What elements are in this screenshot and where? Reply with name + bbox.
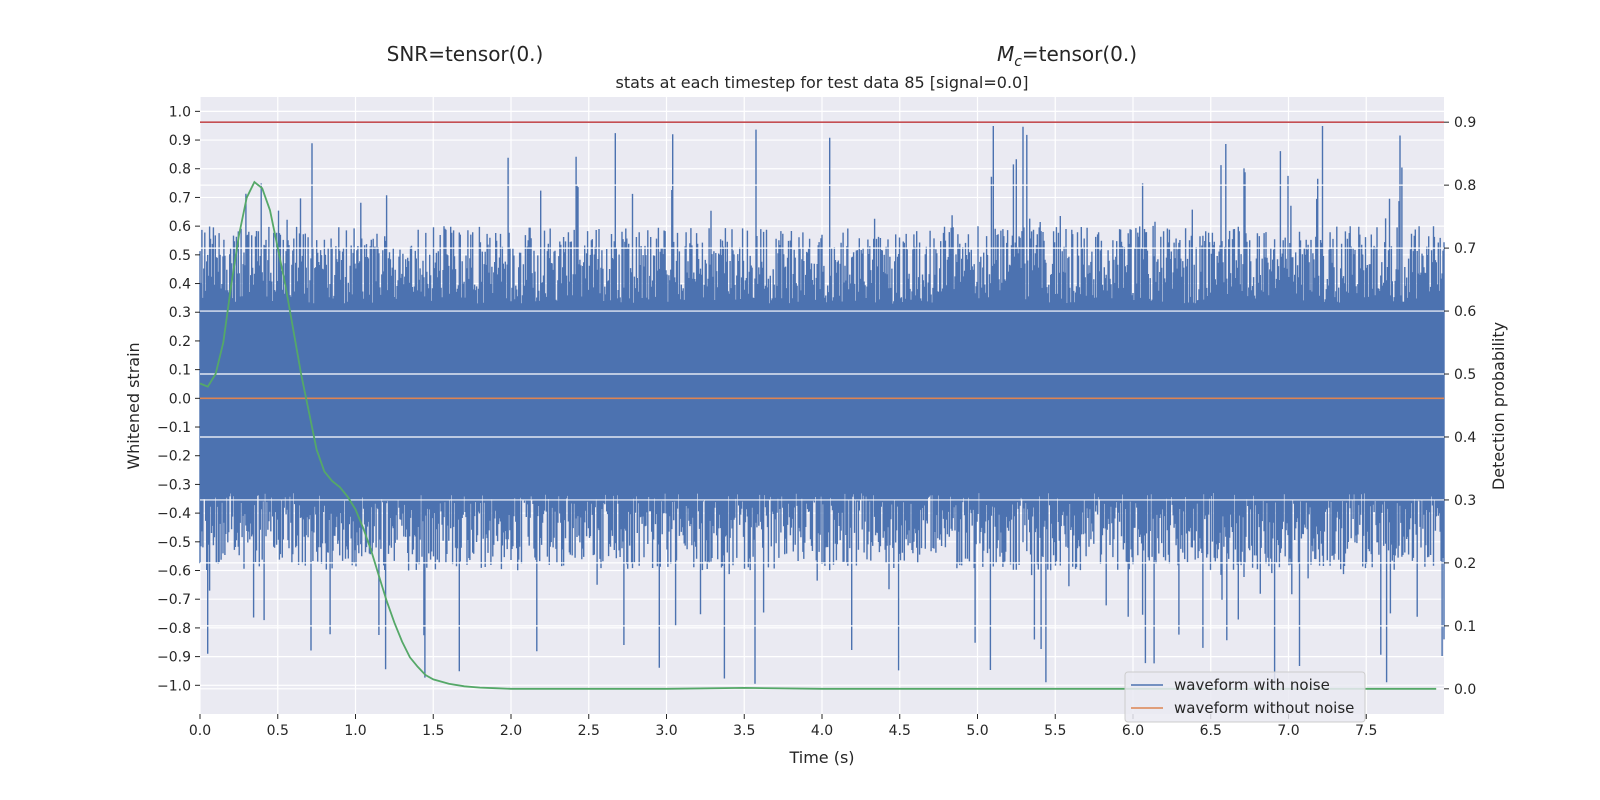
y-axis-label: Whitened strain (124, 342, 143, 469)
y2-axis-ticks: 0.9 0.8 0.7 0.6 0.5 0.4 0.3 0.2 0.1 0.0 (1444, 115, 1476, 698)
y-tick-label: 0.5 (169, 248, 191, 264)
y-tick-label: 0.9 (169, 133, 191, 149)
probability-trace (199, 180, 1437, 690)
y-tick-label: 0.7 (169, 190, 191, 206)
x-tick-label: 7.0 (1277, 723, 1299, 739)
y2-tick-label: 0.1 (1454, 619, 1476, 635)
x-axis-label: Time (s) (788, 748, 854, 767)
chart-subtitle: stats at each timestep for test data 85 … (616, 73, 1029, 92)
y-tick-label: −0.1 (157, 420, 191, 436)
y-tick-label: −1.0 (157, 678, 191, 694)
y-tick-label: 1.0 (169, 104, 191, 120)
legend: waveform with noise waveform without noi… (1124, 671, 1366, 723)
x-tick-label: 5.5 (1044, 723, 1066, 739)
x-tick-label: 1.5 (422, 723, 444, 739)
y-tick-label: 0.2 (169, 334, 191, 350)
y2-tick-label: 0.7 (1454, 241, 1476, 257)
y2-tick-label: 0.5 (1454, 367, 1476, 383)
x-tick-label: 4.0 (811, 723, 833, 739)
y2-tick-label: 0.4 (1454, 430, 1476, 446)
x-tick-label: 0.5 (267, 723, 289, 739)
legend-label-clean: waveform without noise (1174, 699, 1354, 717)
y2-axis-label: Detection probability (1489, 322, 1508, 490)
x-tick-label: 1.0 (344, 723, 366, 739)
x-tick-label: 5.0 (966, 723, 988, 739)
y-tick-label: −0.8 (157, 621, 191, 637)
y-tick-label: −0.7 (157, 592, 191, 608)
x-axis-ticks: 0.0 0.5 1.0 1.5 2.0 2.5 3.0 3.5 4.0 4.5 5.0 5.5 6.0 6… (189, 714, 1377, 739)
y-tick-label: 0.4 (169, 277, 191, 293)
y2-tick-label: 0.3 (1454, 493, 1476, 509)
y-tick-label: −0.3 (157, 477, 191, 493)
x-tick-label: 6.0 (1122, 723, 1144, 739)
x-tick-label: 4.5 (889, 723, 911, 739)
snr-title: SNR=tensor(0.) (387, 42, 544, 66)
chirp-mass-title: Mc=tensor(0.) (997, 42, 1137, 70)
y-tick-label: −0.6 (157, 564, 191, 580)
y-tick-label: −0.2 (157, 449, 191, 465)
x-tick-label: 6.5 (1200, 723, 1222, 739)
y2-tick-label: 0.0 (1454, 682, 1476, 698)
x-tick-label: 2.5 (578, 723, 600, 739)
detection-probability-series (199, 180, 1437, 690)
y2-tick-label: 0.2 (1454, 556, 1476, 572)
x-tick-label: 2.0 (500, 723, 522, 739)
y-tick-label: 0.6 (169, 219, 191, 235)
y-tick-label: −0.4 (157, 506, 191, 522)
y-axis-ticks: 1.0 0.9 0.8 0.7 0.6 0.5 0.4 0.3 0.2 0.1 0.0 −0.1 −0.… (157, 104, 200, 694)
legend-label-noise: waveform with noise (1174, 676, 1330, 694)
y-tick-label: 0.0 (169, 391, 191, 407)
y-tick-label: −0.9 (157, 650, 191, 666)
y2-tick-label: 0.6 (1454, 304, 1476, 320)
x-tick-label: 3.0 (655, 723, 677, 739)
y-tick-label: 0.1 (169, 363, 191, 379)
legend-box (1124, 671, 1366, 723)
x-tick-label: 3.5 (733, 723, 755, 739)
y2-tick-label: 0.9 (1454, 115, 1476, 131)
y2-tick-label: 0.8 (1454, 178, 1476, 194)
y-tick-label: 0.8 (169, 162, 191, 178)
x-tick-label: 7.5 (1355, 723, 1377, 739)
y-tick-label: 0.3 (169, 305, 191, 321)
x-tick-label: 0.0 (189, 723, 211, 739)
y-tick-label: −0.5 (157, 535, 191, 551)
